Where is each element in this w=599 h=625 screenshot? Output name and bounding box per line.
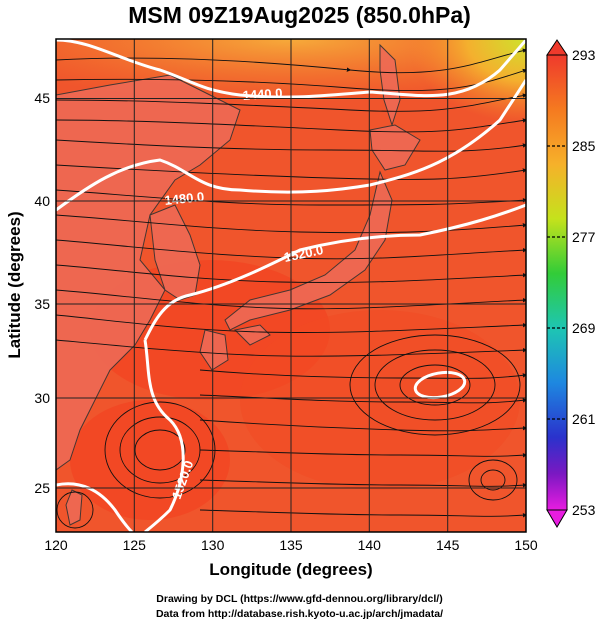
- plot-frame: [55, 38, 527, 533]
- x-tick-label: 130: [201, 537, 225, 553]
- lat-lon-grid: [56, 39, 526, 532]
- colorbar: 293 285 277 269 261 253: [546, 39, 596, 528]
- x-axis-title: Longitude (degrees): [209, 560, 372, 579]
- x-tick-label: 125: [123, 537, 147, 553]
- x-tick-label: 150: [514, 537, 538, 553]
- y-tick-label: 40: [34, 193, 50, 209]
- colorbar-tick-label: 277: [572, 229, 596, 245]
- chart-title: MSM 09Z19Aug2025 (850.0hPa): [128, 2, 471, 28]
- x-tick-labels: 120 125 130 135 140 145 150: [44, 537, 538, 553]
- x-tick-label: 140: [358, 537, 382, 553]
- x-tick-label: 135: [279, 537, 303, 553]
- colorbar-tick-label: 253: [572, 502, 596, 518]
- contour-label-1440: 1440.0: [242, 85, 283, 103]
- colorbar-max-arrow: [546, 39, 568, 56]
- contour-label-1480: 1480.0: [164, 189, 205, 208]
- y-axis-title: Latitude (degrees): [5, 211, 24, 358]
- temperature-field: 1440.0 1480.0 1520.0 1520.0: [56, 39, 526, 532]
- y-tick-labels: 25 30 35 40 45: [34, 90, 50, 496]
- colorbar-tick-label: 293: [572, 47, 596, 63]
- credit-drawing: Drawing by DCL (https://www.gfd-dennou.o…: [156, 593, 443, 605]
- y-tick-label: 35: [34, 296, 50, 312]
- y-tick-label: 45: [34, 90, 50, 106]
- x-tick-label: 145: [436, 537, 460, 553]
- wind-streamlines: [56, 48, 526, 529]
- x-tick-label: 120: [44, 537, 68, 553]
- colorbar-tick-label: 261: [572, 411, 596, 427]
- y-tick-label: 25: [34, 480, 50, 496]
- colorbar-tick-label: 285: [572, 138, 596, 154]
- y-tick-label: 30: [34, 390, 50, 406]
- height-contours: [56, 39, 526, 532]
- credit-data: Data from http://database.rish.kyoto-u.a…: [155, 608, 444, 620]
- colorbar-tick-label: 269: [572, 320, 596, 336]
- colorbar-min-arrow: [546, 509, 568, 528]
